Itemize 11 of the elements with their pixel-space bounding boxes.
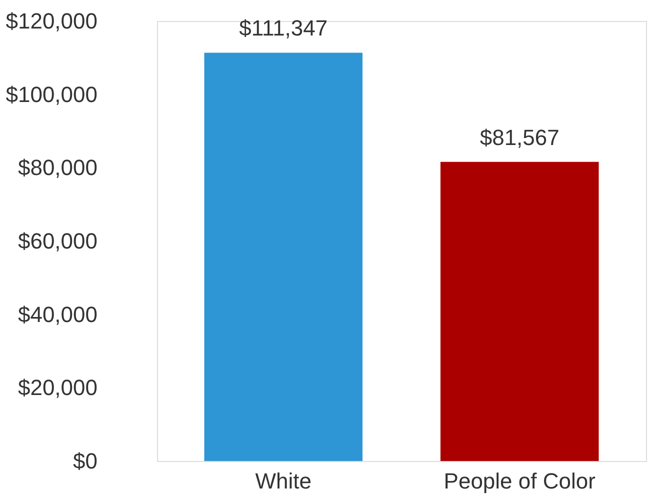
x-tick-label: People of Color: [444, 468, 596, 494]
y-tick-label: $0: [73, 448, 98, 474]
y-tick-label: $60,000: [18, 228, 98, 254]
y-tick-label: $100,000: [6, 82, 98, 107]
y-tick-label: $40,000: [18, 302, 98, 327]
y-tick-label: $20,000: [18, 375, 98, 400]
x-tick-label: White: [255, 468, 312, 494]
data-label: $111,347: [239, 16, 328, 41]
data-label: $81,567: [480, 124, 560, 150]
y-tick-label: $120,000: [6, 8, 98, 34]
y-tick-label: $80,000: [18, 155, 98, 180]
